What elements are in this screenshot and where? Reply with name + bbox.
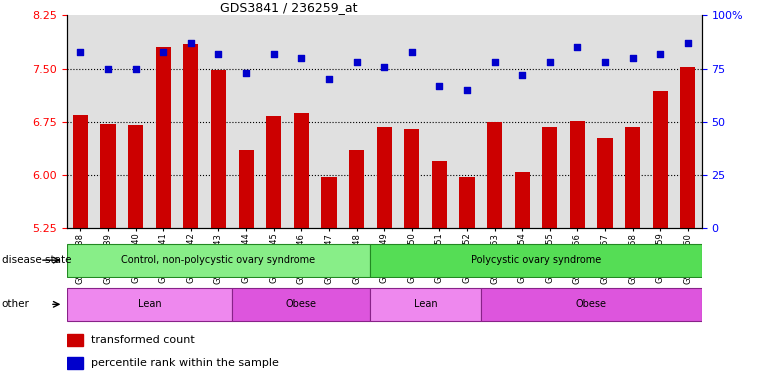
Bar: [481, 288, 702, 321]
Point: [102, 66, 114, 72]
Bar: [487, 122, 503, 228]
Title: GDS3841 / 236259_at: GDS3841 / 236259_at: [220, 1, 358, 14]
Point: [129, 66, 142, 72]
Text: Polycystic ovary syndrome: Polycystic ovary syndrome: [471, 255, 601, 265]
Bar: [183, 44, 198, 228]
Bar: [514, 172, 530, 228]
Bar: [128, 126, 143, 228]
Point: [599, 59, 612, 65]
Bar: [67, 288, 232, 321]
Point: [572, 44, 584, 50]
Bar: [67, 244, 370, 276]
Text: percentile rank within the sample: percentile rank within the sample: [91, 358, 278, 368]
Bar: [370, 288, 481, 321]
Bar: [543, 127, 557, 228]
Point: [267, 51, 280, 57]
Bar: [100, 124, 116, 228]
Text: transformed count: transformed count: [91, 335, 194, 345]
Point: [157, 48, 169, 55]
Bar: [625, 127, 641, 228]
Point: [681, 40, 694, 46]
Bar: [597, 137, 612, 228]
Bar: [156, 47, 171, 228]
Point: [654, 51, 666, 57]
Point: [405, 48, 418, 55]
Point: [433, 83, 445, 89]
Bar: [238, 151, 254, 228]
Point: [543, 59, 556, 65]
Text: other: other: [2, 299, 30, 310]
Bar: [211, 70, 226, 228]
Point: [323, 76, 336, 82]
Bar: [459, 177, 474, 228]
Bar: [405, 129, 419, 228]
Point: [184, 40, 197, 46]
Point: [378, 63, 390, 70]
Point: [516, 72, 528, 78]
Bar: [652, 91, 668, 228]
Bar: [370, 244, 702, 276]
Point: [74, 48, 87, 55]
Text: Obese: Obese: [286, 299, 317, 310]
Point: [350, 59, 363, 65]
Point: [240, 70, 252, 76]
Bar: [681, 67, 695, 228]
Text: Control, non-polycystic ovary syndrome: Control, non-polycystic ovary syndrome: [122, 255, 315, 265]
Text: Lean: Lean: [138, 299, 162, 310]
Text: disease state: disease state: [2, 255, 71, 265]
Point: [488, 59, 501, 65]
Bar: [432, 161, 447, 228]
Bar: [570, 121, 585, 228]
Text: Obese: Obese: [575, 299, 607, 310]
Bar: [294, 113, 309, 228]
Point: [212, 51, 225, 57]
Bar: [67, 334, 82, 346]
Bar: [73, 115, 88, 228]
Bar: [349, 151, 364, 228]
Text: Lean: Lean: [414, 299, 437, 310]
Point: [626, 55, 639, 61]
Bar: [376, 127, 392, 228]
Point: [295, 55, 307, 61]
Point: [461, 87, 474, 93]
Bar: [67, 358, 82, 369]
Bar: [232, 288, 370, 321]
Bar: [321, 177, 336, 228]
Bar: [266, 116, 281, 228]
